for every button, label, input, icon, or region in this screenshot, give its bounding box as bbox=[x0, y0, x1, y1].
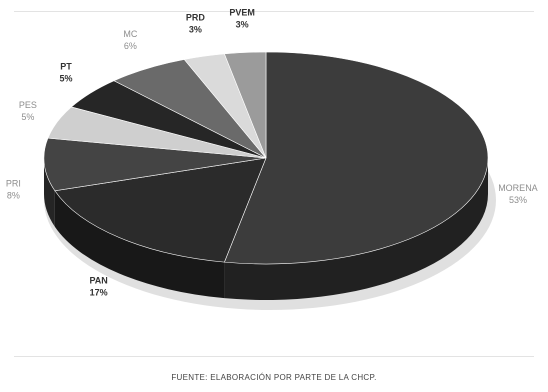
slice-percent-prd: 3% bbox=[189, 25, 202, 35]
source-note: FUENTE: ELABORACIÓN POR PARTE DE LA CHCP… bbox=[0, 373, 548, 382]
slice-label-mc: MC bbox=[123, 29, 137, 39]
slice-percent-morena: 53% bbox=[509, 195, 527, 205]
slice-label-pvem: PVEM bbox=[229, 8, 255, 18]
slice-label-pri: PRI bbox=[6, 178, 21, 188]
slice-label-pt: PT bbox=[60, 62, 72, 72]
slice-percent-pri: 8% bbox=[7, 190, 20, 200]
slice-percent-mc: 6% bbox=[124, 41, 137, 51]
slice-label-prd: PRD bbox=[186, 13, 206, 23]
slice-label-pes: PES bbox=[19, 100, 37, 110]
slice-label-pan: PAN bbox=[89, 275, 107, 285]
slice-label-morena: MORENA bbox=[498, 183, 538, 193]
slice-percent-pt: 5% bbox=[60, 74, 73, 84]
slice-percent-pvem: 3% bbox=[236, 20, 249, 30]
slice-percent-pan: 17% bbox=[90, 287, 108, 297]
pie-chart: MORENA 53% PAN 17% PRI 8% PES 5% PT 5% MC 6% PRD 3% PV… bbox=[0, 0, 548, 350]
slice-percent-pes: 5% bbox=[21, 112, 34, 122]
bottom-rule bbox=[14, 356, 534, 357]
